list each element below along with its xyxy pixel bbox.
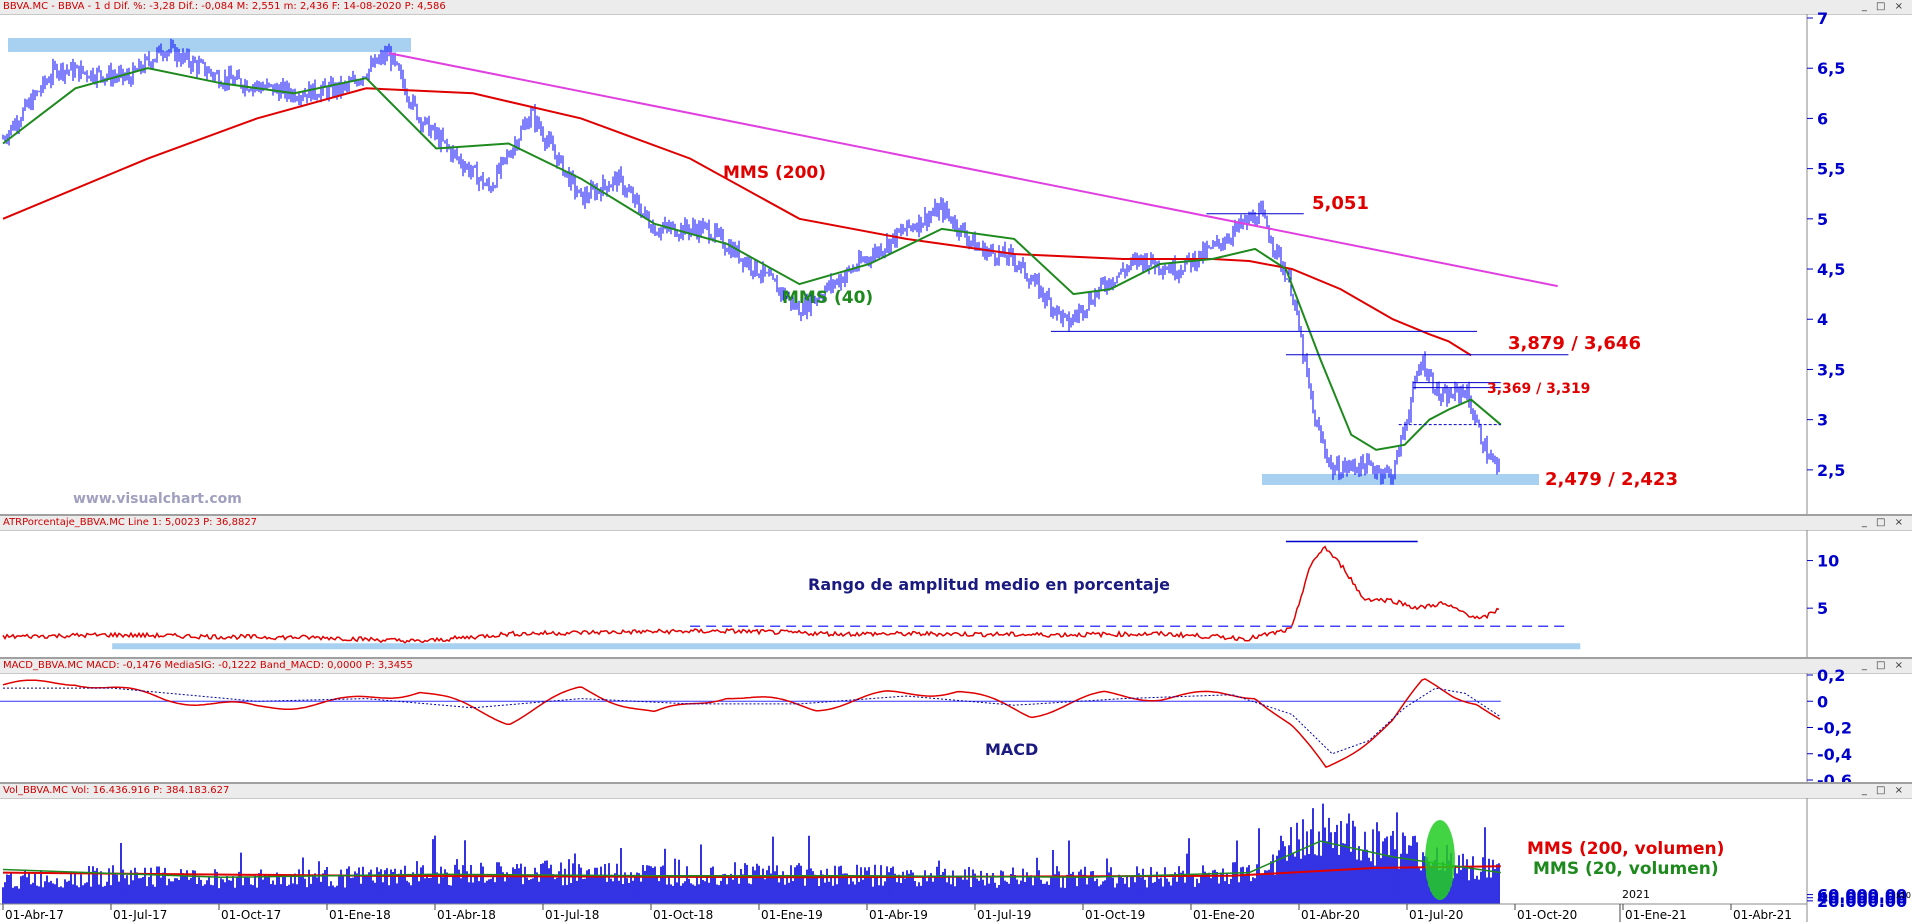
volume-pane-title: Vol_BBVA.MC Vol: 16.436.916 P: 384.183.6… <box>3 785 230 796</box>
price-pane-window-controls[interactable]: _ □ × <box>1861 1 1906 12</box>
macd-pane-header: MACD_BBVA.MC MACD: -0,1476 MediaSIG: -0,… <box>0 659 1912 674</box>
3-y-tick-label: 20.000.00 <box>1817 892 1907 911</box>
vol-mms20-line <box>2 840 1501 879</box>
price-pane-title: BBVA.MC - BBVA - 1 d Dif. %: -3,28 Dif.:… <box>3 1 446 12</box>
macd-pane-title: MACD_BBVA.MC MACD: -0,1476 MediaSIG: -0,… <box>3 660 413 671</box>
1-y-tick-label: 5 <box>1817 599 1828 618</box>
0-y-tick-label: 6 <box>1817 109 1828 128</box>
0-y-tick-label: 6,5 <box>1817 59 1845 78</box>
downtrend-line <box>388 52 1558 288</box>
2-y-tick-label: -0,6 <box>1817 771 1852 782</box>
date-tick-label: 01-Ene-18 <box>329 908 391 922</box>
vol-mms200-annotation: MMS (200, volumen) <box>1527 839 1724 859</box>
date-tick-label: 01-Ene-19 <box>761 908 823 922</box>
macd-pane-window-controls[interactable]: _ □ × <box>1861 660 1906 671</box>
date-tick-label: 01-Jul-19 <box>977 908 1031 922</box>
atr-pane-title: ATRPorcentaje_BBVA.MC Line 1: 5,0023 P: … <box>3 517 258 528</box>
atr-pane-window-controls[interactable]: _ □ × <box>1861 517 1906 528</box>
volume-highlight-ellipse <box>1425 820 1455 900</box>
mms40-annotation: MMS (40) <box>782 288 873 308</box>
1-y-tick-label: 10 <box>1817 552 1839 571</box>
level-2-label: 3,369 / 3,319 <box>1487 381 1590 397</box>
year-marker: 2021 <box>1622 888 1650 901</box>
0-y-tick-label: 3 <box>1817 411 1828 430</box>
date-tick-label: 01-Oct-20 <box>1517 908 1577 922</box>
macd-annotation: MACD <box>985 740 1038 759</box>
date-tick-label: 01-Abr-17 <box>5 908 64 922</box>
atr-line <box>2 545 1500 645</box>
date-tick-label: 01-Ene-21 <box>1625 908 1687 922</box>
pane-separator-3[interactable] <box>0 782 1912 784</box>
volume-bars <box>2 803 1500 904</box>
atr-pane[interactable]: ATRPorcentaje_BBVA.MC Line 1: 5,0023 P: … <box>0 516 1912 657</box>
2-y-tick-label: -0,4 <box>1817 745 1852 764</box>
atr-chart[interactable]: 10 5 Rango de amplitud medio en porcentaj… <box>0 516 1912 657</box>
volume-pane[interactable]: Vol_BBVA.MC Vol: 16.436.916 P: 384.183.6… <box>0 784 1912 922</box>
0-y-tick-label: 4,5 <box>1817 260 1845 279</box>
price-chart[interactable]: 7 6,5 6 5,5 5 4,5 4 3,5 3 2,5 www.visualchart.com… <box>0 0 1912 515</box>
top-range-highlight <box>8 38 411 52</box>
vol-mms20-annotation: MMS (20, volumen) <box>1533 859 1719 879</box>
mms200-line <box>2 87 1472 357</box>
pane-separator-2[interactable] <box>0 657 1912 659</box>
date-tick-label: 01-Jul-17 <box>113 908 167 922</box>
0-y-tick-label: 5,5 <box>1817 160 1845 179</box>
date-tick-label: 01-Oct-19 <box>1085 908 1145 922</box>
macd-line <box>2 678 1501 768</box>
3-y-tick-label: 60.000.00 <box>1817 886 1907 905</box>
price-pane-header: BBVA.MC - BBVA - 1 d Dif. %: -3,28 Dif.:… <box>0 0 1912 15</box>
support-label: 2,479 / 2,423 <box>1545 469 1678 490</box>
date-tick-label: 01-Jul-18 <box>545 908 599 922</box>
macd-pane[interactable]: MACD_BBVA.MC MACD: -0,1476 MediaSIG: -0,… <box>0 659 1912 782</box>
3-y-tick-label: 40.000.00 <box>1817 889 1907 908</box>
0-y-tick-label: 3,5 <box>1817 360 1845 379</box>
date-tick-label: 01-Abr-19 <box>869 908 928 922</box>
level-1-label: 3,879 / 3,646 <box>1508 333 1641 354</box>
date-tick-label: 01-Ene-20 <box>1193 908 1255 922</box>
volume-pane-header: Vol_BBVA.MC Vol: 16.436.916 P: 384.183.6… <box>0 784 1912 799</box>
date-tick-label: 01-Oct-18 <box>653 908 713 922</box>
0-y-tick-label: 2,5 <box>1817 461 1845 480</box>
2-y-tick-label: 0 <box>1817 692 1828 711</box>
price-pane[interactable]: BBVA.MC - BBVA - 1 d Dif. %: -3,28 Dif.:… <box>0 0 1912 515</box>
0-y-tick-label: 7 <box>1817 9 1828 28</box>
date-tick-label: 01-Abr-20 <box>1301 908 1360 922</box>
support-zone-highlight <box>1262 474 1539 485</box>
0-y-tick-label: 5 <box>1817 210 1828 229</box>
date-tick-label: 01-Abr-18 <box>437 908 496 922</box>
date-tick-label: 01-Jul-20 <box>1409 908 1463 922</box>
peak-level-label: 5,051 <box>1312 193 1369 214</box>
0-y-tick-label: 4 <box>1817 310 1828 329</box>
macd-signal-line <box>3 687 1502 755</box>
watermark: www.visualchart.com <box>73 491 242 507</box>
date-tick-label: 01-Oct-17 <box>221 908 281 922</box>
atr-annotation: Rango de amplitud medio en porcentaje <box>808 575 1170 594</box>
2-y-tick-label: -0,2 <box>1817 719 1852 738</box>
mms200-annotation: MMS (200) <box>723 163 826 183</box>
2-y-tick-label: 0,2 <box>1817 666 1845 685</box>
macd-chart[interactable]: 0,2 0 -0,2 -0,4 -0,6 MACD <box>0 659 1912 782</box>
corner-tag: x10 <box>1896 891 1911 900</box>
date-tick-label: 01-Abr-21 <box>1733 908 1792 922</box>
atr-pane-header: ATRPorcentaje_BBVA.MC Line 1: 5,0023 P: … <box>0 516 1912 531</box>
pane-separator-1[interactable] <box>0 514 1912 516</box>
mms40-line <box>2 67 1502 451</box>
volume-pane-window-controls[interactable]: _ □ × <box>1861 785 1906 796</box>
